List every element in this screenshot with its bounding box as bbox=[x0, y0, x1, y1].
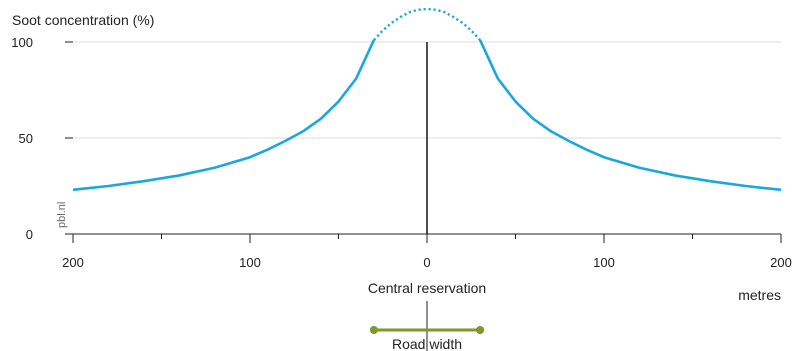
x-tick-label-0: 200 bbox=[62, 255, 84, 270]
axes: 0 50 100 200 100 0 100 200 bbox=[11, 35, 792, 270]
dotted-concentration-line-0 bbox=[373, 7, 481, 41]
series bbox=[72, 7, 782, 192]
central-reservation-label: Central reservation bbox=[368, 280, 486, 296]
x-axis-label: metres bbox=[738, 287, 781, 303]
x-tick-label-3: 100 bbox=[593, 255, 615, 270]
x-tick-label-2: 0 bbox=[423, 255, 430, 270]
chart-title: Soot concentration (%) bbox=[12, 12, 154, 28]
road-width-label: Road width bbox=[392, 336, 462, 351]
x-tick-label-1: 100 bbox=[239, 255, 261, 270]
road-width-left-end bbox=[369, 326, 378, 334]
solid-concentration-line-1 bbox=[478, 39, 782, 192]
annotations: Central reservation Road width bbox=[368, 280, 486, 351]
y-tick-label-100: 100 bbox=[11, 35, 33, 50]
road-width-right-end bbox=[476, 326, 485, 334]
x-tick-label-4: 200 bbox=[770, 255, 792, 270]
y-tick-label-50: 50 bbox=[19, 131, 33, 146]
solid-concentration-line-0 bbox=[72, 39, 376, 192]
y-tick-label-0: 0 bbox=[26, 227, 33, 242]
pbl-watermark: pbl.nl bbox=[56, 202, 68, 228]
